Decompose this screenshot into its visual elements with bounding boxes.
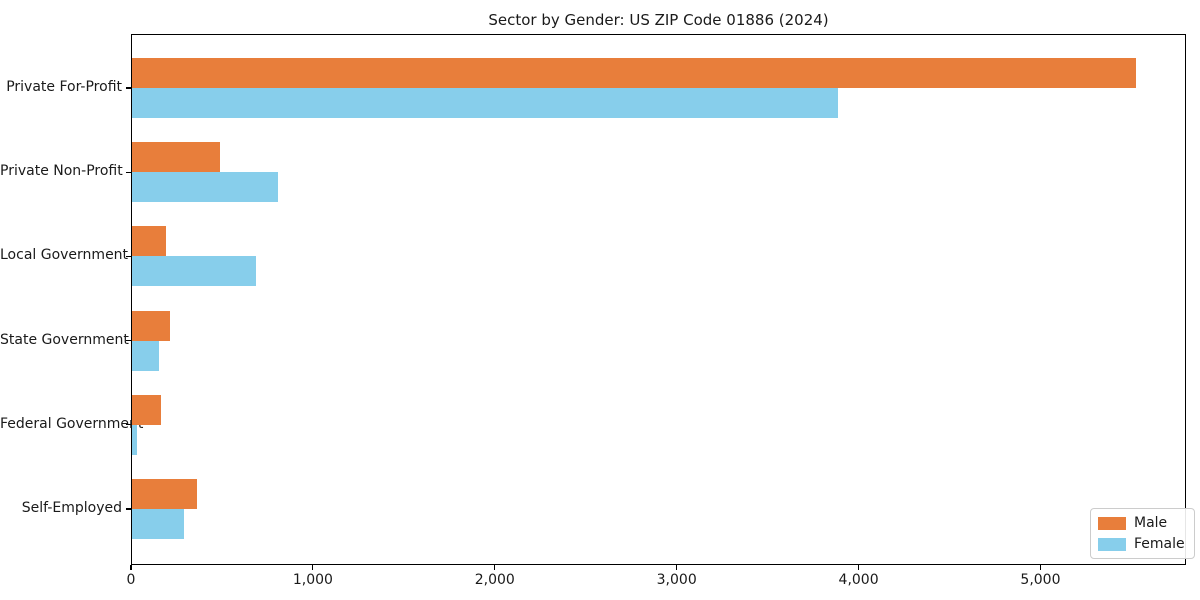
x-tick-label: 5,000 [1020,572,1061,588]
x-tick [857,565,860,570]
plot-area [131,34,1186,565]
x-tick-label: 4,000 [838,572,879,588]
x-tick-label: 1,000 [292,572,333,588]
bar-male [132,394,162,425]
x-tick-label: 2,000 [474,572,515,588]
y-tick-label: Private Non-Profit [0,163,123,180]
y-tick-label: State Government [0,331,129,348]
y-tick [126,508,131,510]
y-tick [126,255,131,257]
legend-label-female: Female [1134,536,1185,552]
bar-male [132,479,197,509]
legend-item-female: Female [1098,536,1185,552]
legend-item-male: Male [1098,515,1185,531]
y-tick-label: Private For-Profit [6,79,122,95]
y-tick [126,424,131,426]
y-tick-label: Local Government [0,247,129,264]
x-tick [676,565,678,570]
bar-male [132,310,171,341]
x-tick [1039,565,1042,570]
bar-female [132,424,138,455]
bar-female [132,340,160,371]
y-tick [126,171,131,173]
bar-male [132,142,221,173]
bar-female [132,172,279,203]
bar-male [132,226,166,257]
legend-swatch-female [1098,537,1126,551]
x-tick [130,565,132,570]
x-tick-label: 3,000 [656,572,697,588]
x-tick [494,565,496,570]
chart-title: Sector by Gender: US ZIP Code 01886 (202… [488,11,829,29]
x-tick [312,565,314,570]
bar-male [132,58,1137,88]
x-tick-label: 0 [126,572,136,588]
legend: Male Female [1090,508,1195,559]
y-tick [126,340,131,342]
bar-female [132,256,256,287]
bar-female [132,88,838,118]
legend-swatch-male [1098,516,1126,530]
legend-label-male: Male [1134,515,1168,531]
y-tick-label: Self-Employed [21,500,122,516]
bar-female [132,509,184,539]
y-tick-label: Federal Government [0,415,144,432]
y-tick [126,87,131,89]
